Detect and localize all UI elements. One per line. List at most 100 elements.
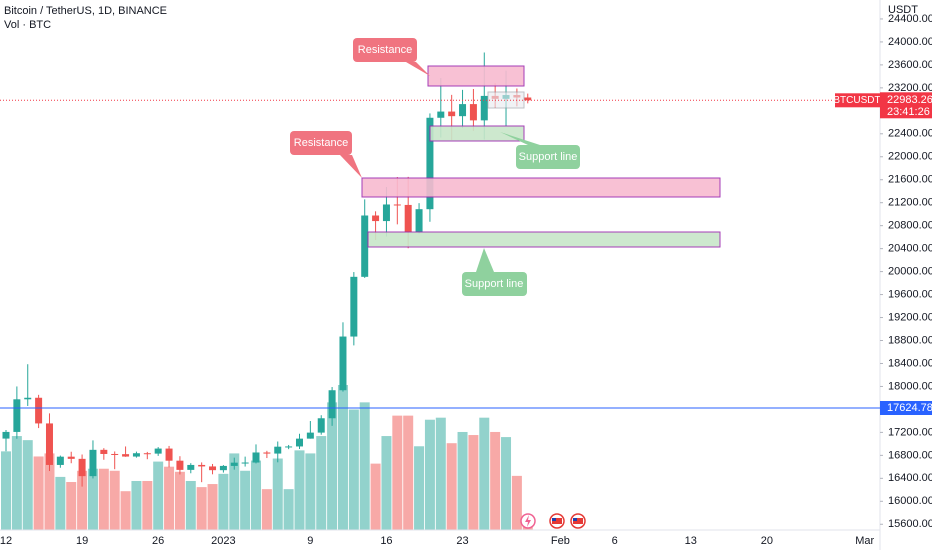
x-tick-label: 13	[685, 535, 697, 547]
price-label: 17624.78	[887, 402, 932, 414]
candle-body	[13, 399, 21, 432]
volume-bar	[22, 440, 33, 530]
x-tick-label: 12	[0, 535, 12, 547]
volume-bar	[327, 402, 338, 530]
volume-bar	[207, 484, 218, 530]
volume-bar	[511, 475, 522, 530]
callout: Support line	[462, 248, 527, 296]
volume-bar	[174, 471, 185, 530]
candle-body	[67, 456, 75, 459]
candle-body	[209, 466, 217, 471]
candle-body	[361, 215, 369, 277]
x-tick-label: 16	[380, 535, 392, 547]
y-tick-label: 15600.00	[888, 518, 932, 530]
volume-bar	[370, 463, 381, 530]
candle-body	[56, 456, 64, 465]
y-tick-label: 20000.00	[888, 266, 932, 278]
volume-bar	[185, 480, 196, 530]
candle-body	[230, 462, 238, 466]
volume-bar	[44, 453, 55, 530]
volume-bar	[66, 482, 77, 530]
volume-bar	[109, 470, 120, 530]
candle-body	[448, 111, 456, 117]
candle-body	[154, 448, 162, 454]
x-tick-label: 26	[152, 535, 164, 547]
last-price-label: 22983.26	[887, 94, 932, 106]
candle-body	[382, 204, 390, 222]
y-tick-label: 23200.00	[888, 82, 932, 94]
volume-bar	[251, 460, 262, 530]
volume-bar	[381, 436, 392, 530]
x-tick-label: 6	[612, 535, 618, 547]
callout: Support line	[500, 132, 580, 169]
volume-bar	[11, 436, 22, 530]
y-tick-label: 22400.00	[888, 128, 932, 140]
volume-bar	[435, 417, 446, 530]
candle-body	[78, 458, 86, 477]
candle-body	[372, 215, 380, 222]
candle-body	[339, 336, 347, 391]
candle-body	[459, 104, 467, 117]
volume-bar	[479, 417, 490, 530]
volume-bar	[131, 480, 142, 530]
candle-body	[480, 95, 488, 121]
y-tick-label: 21200.00	[888, 197, 932, 209]
symbol-box	[835, 93, 880, 108]
candle-body	[415, 209, 423, 233]
y-tick-label: 18800.00	[888, 334, 932, 346]
volume-bar	[196, 487, 207, 530]
volume-title: Vol · BTC	[4, 19, 51, 31]
support-zone	[367, 231, 721, 248]
candle-body	[285, 446, 293, 448]
candle-body	[350, 276, 358, 337]
x-tick-label: Mar	[855, 535, 874, 547]
candle-body	[404, 204, 412, 233]
volume-bar	[392, 415, 403, 530]
candle-body	[274, 446, 282, 454]
support-zone	[429, 125, 525, 142]
candle-body	[198, 464, 206, 467]
resistance-zone	[427, 65, 525, 87]
series-layer	[1, 52, 533, 530]
x-tick-label: 19	[76, 535, 88, 547]
volume-bar	[490, 431, 501, 530]
volume-bar	[337, 385, 348, 530]
volume-bar	[153, 461, 164, 530]
volume-bar	[424, 419, 435, 530]
volume-bar	[164, 466, 175, 530]
candle-body	[263, 452, 271, 454]
candle-body	[89, 449, 97, 477]
x-tick-label: 20	[761, 535, 773, 547]
volume-bar	[316, 436, 327, 530]
candle-body	[219, 465, 227, 471]
volume-bar	[446, 443, 457, 530]
y-tick-label: 19200.00	[888, 311, 932, 323]
y-tick-label: 17200.00	[888, 426, 932, 438]
candle-body	[45, 423, 53, 465]
price-label-box	[880, 400, 932, 415]
last-price-box	[880, 92, 932, 119]
x-tick-label: 9	[307, 535, 313, 547]
y-tick-label: 21600.00	[888, 174, 932, 186]
symbol-title: Bitcoin / TetherUS, 1D, BINANCE	[4, 5, 167, 17]
volume-bar	[403, 415, 414, 530]
y-tick-label: 18400.00	[888, 357, 932, 369]
volume-bar	[294, 450, 305, 530]
x-tick-label: 2023	[211, 535, 235, 547]
callout-text: Support line	[519, 151, 578, 163]
candle-body	[437, 111, 445, 118]
candle-body	[317, 418, 325, 433]
candle-body	[35, 397, 43, 424]
volume-bar	[55, 476, 66, 530]
volume-bar	[240, 470, 251, 530]
candle-body	[295, 438, 303, 447]
candle-body	[241, 462, 249, 464]
candle-body	[306, 432, 314, 439]
candle-body	[176, 460, 184, 470]
volume-bar	[501, 437, 512, 530]
x-tick-label: Feb	[551, 535, 570, 547]
volume-bar	[305, 453, 316, 530]
volume-bar	[283, 489, 294, 530]
callout-text: Support line	[465, 278, 524, 290]
